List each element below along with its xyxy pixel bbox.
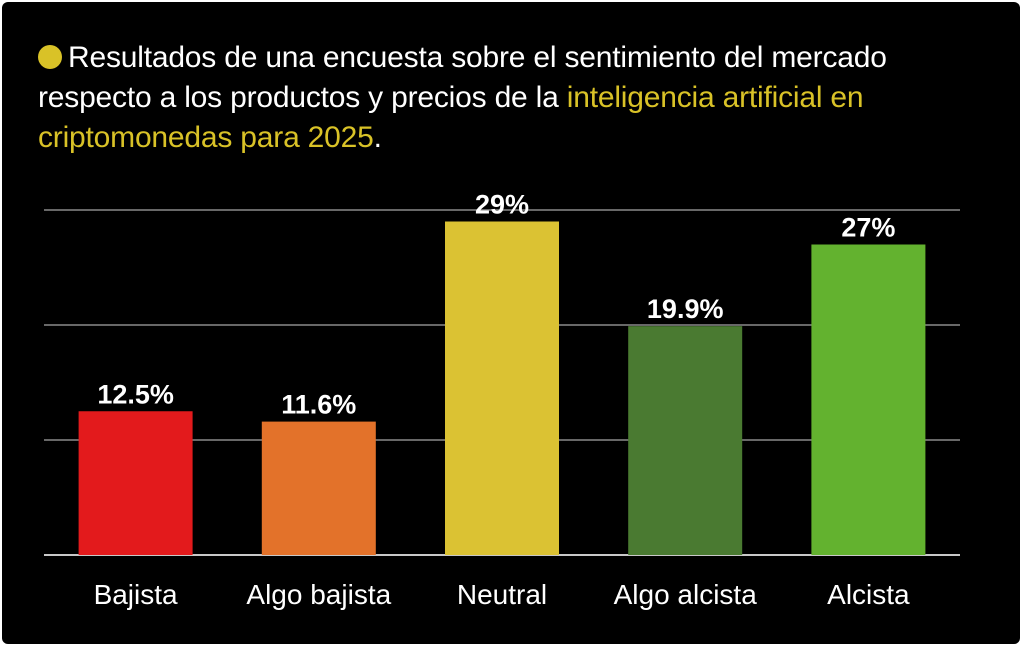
bullet-dot-icon bbox=[38, 45, 62, 69]
value-label: 29% bbox=[475, 190, 529, 220]
value-label: 19.9% bbox=[647, 294, 724, 324]
value-label: 12.5% bbox=[97, 379, 174, 409]
category-label: Algo bajista bbox=[246, 579, 391, 610]
value-label: 27% bbox=[841, 213, 895, 243]
bar-alcista bbox=[811, 244, 926, 555]
bar-bajista bbox=[78, 411, 193, 555]
bar-algo-alcista bbox=[628, 326, 743, 555]
bar-neutral bbox=[445, 221, 559, 555]
title-end: . bbox=[373, 121, 382, 154]
category-label: Alcista bbox=[827, 579, 910, 610]
chart-title: Resultados de una encuesta sobre el sent… bbox=[38, 38, 978, 158]
bar-algo-bajista bbox=[261, 421, 376, 555]
category-label: Bajista bbox=[94, 579, 178, 610]
category-label: Algo alcista bbox=[614, 579, 758, 610]
category-label: Neutral bbox=[457, 579, 547, 610]
title-text: Resultados de una encuesta sobre el sent… bbox=[38, 41, 887, 114]
value-label: 11.6% bbox=[281, 390, 356, 420]
title-highlight: inteligencia artificial en criptomonedas… bbox=[38, 81, 864, 154]
